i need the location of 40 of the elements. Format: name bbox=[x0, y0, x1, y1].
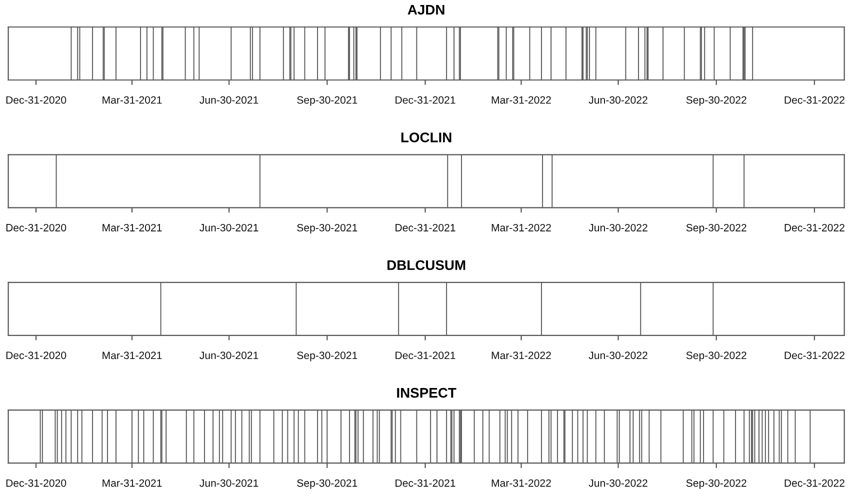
x-tick-label: Jun-30-2022 bbox=[588, 479, 648, 487]
x-tick-label: Jun-30-2021 bbox=[200, 479, 258, 487]
chart-title: LOCLIN bbox=[401, 132, 452, 142]
x-tick-label: Mar-31-2022 bbox=[492, 479, 551, 487]
x-tick-label: Mar-31-2021 bbox=[102, 224, 162, 232]
chart-title: DBLCUSUM bbox=[387, 260, 466, 270]
x-tick-label: Jun-30-2021 bbox=[200, 352, 258, 360]
x-tick-label: Dec-31-2021 bbox=[396, 96, 456, 104]
x-tick-label: Sep-30-2021 bbox=[297, 352, 358, 362]
x-tick-label: Jun-30-2022 bbox=[588, 224, 648, 232]
x-tick-label: Jun-30-2022 bbox=[588, 352, 648, 360]
x-tick-label: Dec-31-2020 bbox=[6, 96, 66, 104]
x-tick-label: Jun-30-2021 bbox=[200, 96, 258, 104]
x-tick-label: Dec-31-2020 bbox=[6, 352, 66, 360]
x-tick-label: Dec-31-2022 bbox=[784, 352, 844, 360]
x-tick-label: Mar-31-2021 bbox=[102, 352, 162, 360]
x-tick-label: Sep-30-2022 bbox=[686, 352, 746, 362]
x-tick-label: Dec-31-2022 bbox=[784, 479, 844, 487]
x-tick-label: Dec-31-2022 bbox=[784, 96, 844, 104]
x-tick-label: Mar-31-2022 bbox=[492, 352, 551, 360]
x-tick-label: Mar-31-2021 bbox=[102, 96, 162, 104]
x-tick-label: Sep-30-2022 bbox=[686, 96, 746, 106]
x-tick-label: Dec-31-2022 bbox=[784, 224, 844, 232]
x-tick-label: Sep-30-2021 bbox=[297, 224, 358, 234]
x-tick-label: Mar-31-2022 bbox=[492, 224, 551, 232]
x-tick-label: Sep-30-2022 bbox=[686, 224, 746, 234]
x-tick-label: Dec-31-2020 bbox=[6, 224, 66, 232]
x-tick-label: Dec-31-2021 bbox=[396, 224, 456, 232]
chart-title: INSPECT bbox=[397, 388, 456, 398]
x-tick-label: Sep-30-2022 bbox=[686, 479, 746, 489]
x-tick-label: Mar-31-2022 bbox=[492, 96, 551, 104]
x-tick-label: Dec-31-2021 bbox=[396, 479, 456, 487]
x-tick-label: Dec-31-2021 bbox=[396, 352, 456, 360]
x-tick-label: Jun-30-2021 bbox=[200, 224, 258, 232]
chart-title: AJDN bbox=[408, 4, 444, 15]
x-tick-label: Dec-31-2020 bbox=[6, 479, 66, 487]
x-tick-label: Sep-30-2021 bbox=[297, 479, 358, 489]
x-tick-label: Sep-30-2021 bbox=[297, 96, 358, 106]
x-tick-label: Mar-31-2021 bbox=[102, 479, 162, 487]
x-tick-label: Jun-30-2022 bbox=[588, 96, 648, 104]
